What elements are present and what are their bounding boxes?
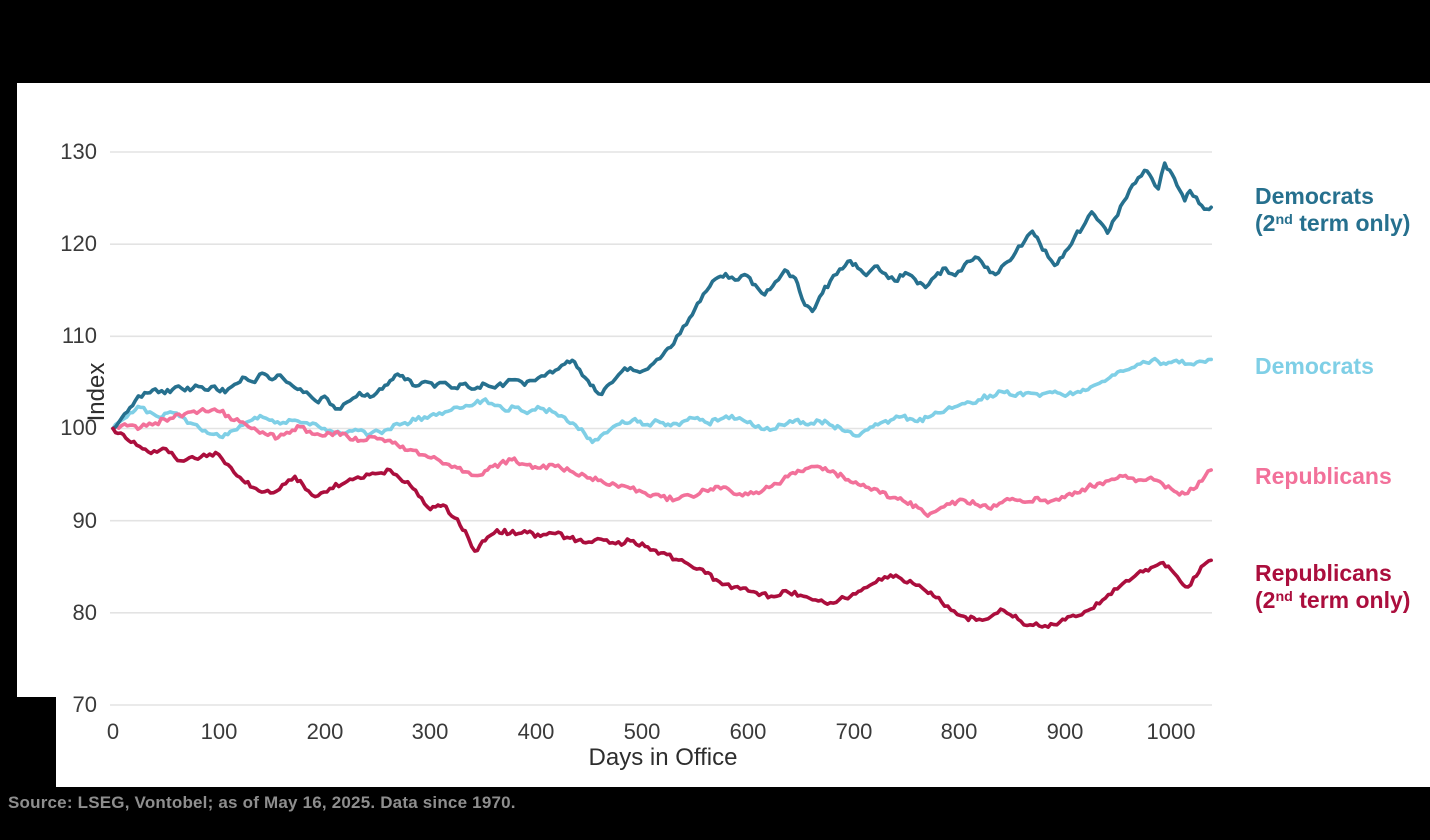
series-line-democrats-2nd-term-only- bbox=[111, 161, 1213, 431]
legend-republicans-2nd-term: Republicans (2nd term only) bbox=[1255, 560, 1430, 614]
y-tick-label-100: 100 bbox=[60, 415, 97, 440]
series-line-republicans-2nd-term-only- bbox=[111, 426, 1213, 629]
legend-democrats-2nd-term: Democrats (2nd term only) bbox=[1255, 183, 1430, 237]
left-black-bar bbox=[0, 83, 17, 787]
x-tick-label-700: 700 bbox=[835, 719, 873, 744]
x-tick-label-600: 600 bbox=[729, 719, 767, 744]
x-tick-label-100: 100 bbox=[200, 719, 238, 744]
y-axis-title: Index bbox=[83, 362, 110, 422]
chart-panel: 70 80 90 100 110 120 130 0 100 200 300 400 500 600 70… bbox=[17, 83, 1430, 787]
x-tick-label-400: 400 bbox=[517, 719, 555, 744]
legend-democrats: Democrats bbox=[1255, 353, 1430, 380]
x-tick-label-200: 200 bbox=[306, 719, 344, 744]
series-line-democrats bbox=[111, 356, 1213, 445]
y-tick-label-130: 130 bbox=[60, 139, 97, 164]
x-tick-label-1000: 1000 bbox=[1146, 719, 1196, 744]
y-tick-label-110: 110 bbox=[61, 323, 97, 348]
legend-label-line1: Republicans bbox=[1255, 560, 1392, 586]
y-tick-label-90: 90 bbox=[72, 508, 97, 533]
top-black-bar bbox=[0, 0, 1430, 83]
x-axis-title: Days in Office bbox=[588, 744, 738, 771]
line-chart bbox=[110, 151, 1213, 706]
legend-label-line2: (2nd term only) bbox=[1255, 210, 1411, 236]
legend-label-line1: Republicans bbox=[1255, 463, 1392, 489]
x-tick-label-300: 300 bbox=[411, 719, 449, 744]
legend-label-line2: (2nd term only) bbox=[1255, 587, 1411, 613]
y-tick-label-80: 80 bbox=[72, 600, 97, 625]
x-tick-label-500: 500 bbox=[623, 719, 661, 744]
x-tick-label-800: 800 bbox=[940, 719, 978, 744]
bottom-left-black-notch bbox=[17, 697, 56, 787]
y-tick-label-70: 70 bbox=[72, 692, 97, 717]
series-line-republicans bbox=[111, 407, 1213, 518]
legend-label-line1: Democrats bbox=[1255, 183, 1374, 209]
x-tick-label-0: 0 bbox=[106, 719, 120, 744]
y-tick-label-120: 120 bbox=[60, 231, 97, 256]
source-note: Source: LSEG, Vontobel; as of May 16, 20… bbox=[8, 793, 516, 812]
legend-label-line1: Democrats bbox=[1255, 353, 1374, 379]
legend-republicans: Republicans bbox=[1255, 463, 1430, 490]
x-tick-label-900: 900 bbox=[1046, 719, 1084, 744]
